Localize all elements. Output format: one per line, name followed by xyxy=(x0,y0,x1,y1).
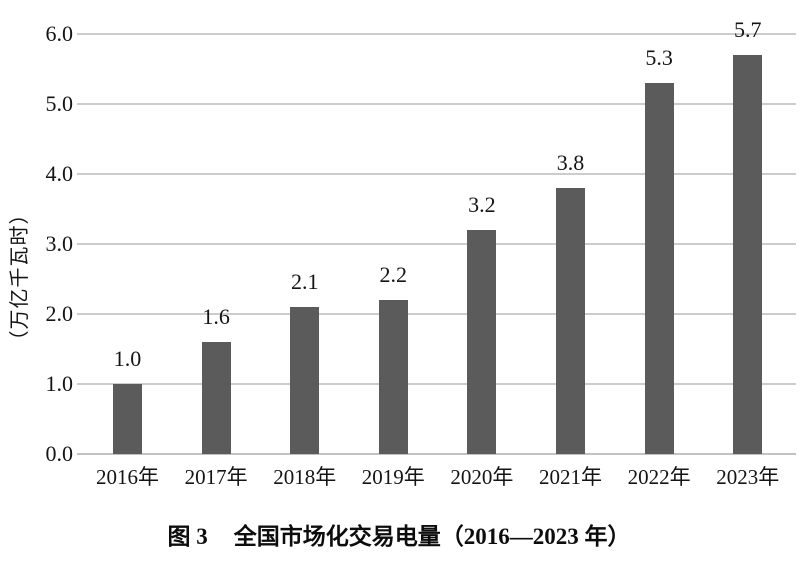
x-tick-label-2016: 2016年 xyxy=(96,465,159,489)
y-tick-label-0-0: 0.0 xyxy=(45,441,74,466)
y-tick-label-1-0: 1.0 xyxy=(45,371,74,396)
plot-area: 1.0 1.6 2.1 2.2 3.2 3.8 5.3 5.7 xyxy=(77,18,796,455)
bar-2021 xyxy=(556,188,585,454)
bar-2020 xyxy=(467,230,497,454)
bar-2022 xyxy=(644,83,674,454)
bar-2016 xyxy=(113,384,142,454)
figure-caption: 图 3 全国市场化交易电量（2016—2023 年） xyxy=(0,517,798,551)
gridline-6.0 xyxy=(77,33,796,35)
y-tick-label-6-0: 6.0 xyxy=(45,21,74,46)
x-tick-label-2017: 2017年 xyxy=(184,465,248,489)
bar-value-label-2020: 3.2 xyxy=(468,192,496,217)
gridline-1.0 xyxy=(77,383,796,385)
gridline-5.0 xyxy=(77,103,796,105)
bar-value-label-2019: 2.2 xyxy=(379,262,408,287)
bar-2023 xyxy=(733,55,763,454)
gridline-3.0 xyxy=(77,243,796,245)
y-tick-label-4-0: 4.0 xyxy=(45,161,74,186)
bar-value-label-2022: 5.3 xyxy=(645,45,673,70)
x-tick-label-2020: 2020年 xyxy=(450,465,514,489)
bar-value-label-2023: 5.7 xyxy=(733,17,762,42)
x-axis-tick-labels: 2016年 2017年 2018年 2019年 2020年 2021年 2022年 2023年 xyxy=(77,463,796,493)
bar-2017 xyxy=(201,342,231,454)
bar-2019 xyxy=(378,300,408,454)
bar-2018 xyxy=(290,307,320,454)
x-tick-label-2023: 2023年 xyxy=(716,465,780,489)
y-tick-label-5-0: 5.0 xyxy=(45,91,74,116)
x-tick-label-2021: 2021年 xyxy=(539,465,602,489)
x-axis-line xyxy=(77,453,796,455)
y-tick-label-2-0: 2.0 xyxy=(45,301,74,326)
x-tick-label-2022: 2022年 xyxy=(627,465,691,489)
y-axis-tick-labels: 0.0 1.0 2.0 3.0 4.0 5.0 6.0 xyxy=(0,21,74,466)
bar-value-label-2021: 3.8 xyxy=(556,150,585,175)
bar-value-label-2018: 2.1 xyxy=(290,269,319,294)
x-tick-label-2019: 2019年 xyxy=(361,465,425,489)
bar-value-label-2016: 1.0 xyxy=(113,346,142,371)
y-tick-label-3-0: 3.0 xyxy=(45,231,74,256)
bar-value-label-2017: 1.6 xyxy=(202,304,230,329)
figure-caption-number: 图 3 xyxy=(167,524,208,549)
x-tick-label-2018: 2018年 xyxy=(273,465,337,489)
gridline-4.0 xyxy=(77,173,796,175)
gridline-2.0 xyxy=(77,313,796,315)
figure-caption-title: 全国市场化交易电量（2016—2023 年） xyxy=(233,524,631,549)
